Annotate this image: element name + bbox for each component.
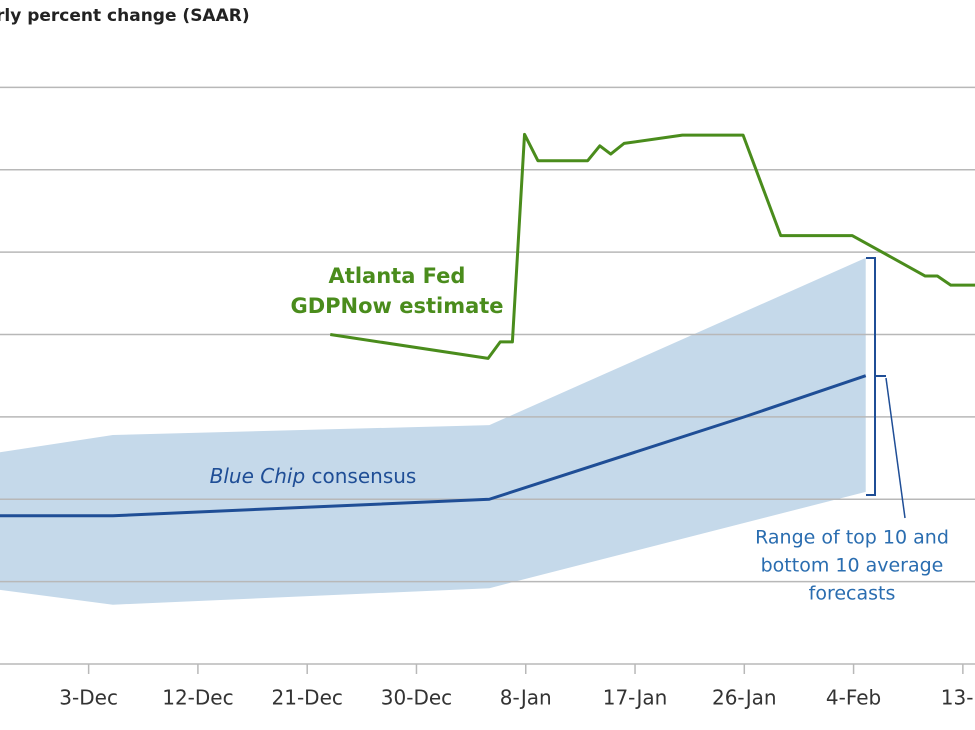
- x-tick-label: 8-Jan: [500, 686, 552, 710]
- chart-title: rly percent change (SAAR): [0, 6, 250, 26]
- series-line: [0, 374, 867, 518]
- range-bracket: [866, 257, 886, 496]
- annotation: GDPNow estimate: [290, 294, 503, 318]
- annotation: Range of top 10 and: [755, 527, 949, 549]
- x-tick-label: 13-F: [941, 686, 975, 710]
- annotation: forecasts: [809, 583, 896, 605]
- x-tick-label: 12-Dec: [162, 686, 233, 710]
- x-tick-label: 4-Feb: [826, 686, 881, 710]
- x-tick-label: 30-Dec: [381, 686, 452, 710]
- pointer-line: [885, 377, 906, 519]
- annotation: Blue Chip consensus: [210, 464, 417, 488]
- annotation-part: consensus: [305, 464, 416, 488]
- x-tick-label: 3-Dec: [59, 686, 118, 710]
- range-band: [0, 257, 866, 605]
- x-tick-label: 26-Jan: [712, 686, 777, 710]
- annotation: bottom 10 average: [761, 555, 944, 577]
- annotation: Atlanta Fed: [329, 264, 466, 288]
- annotation-part: Blue Chip: [210, 464, 306, 488]
- x-tick-label: 17-Jan: [603, 686, 668, 710]
- x-tick-label: 21-Dec: [272, 686, 343, 710]
- series-line: [330, 132, 975, 360]
